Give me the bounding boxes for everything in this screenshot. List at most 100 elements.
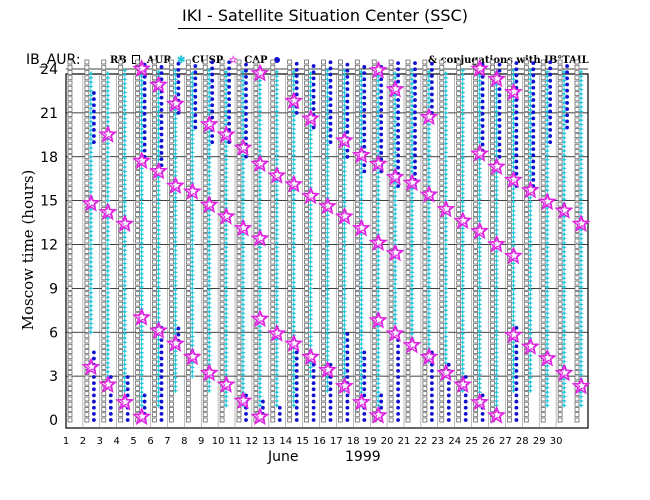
aur-marker <box>321 343 326 349</box>
aur-marker <box>202 191 208 196</box>
cusp-marker <box>155 297 162 303</box>
cusp-marker <box>105 254 111 261</box>
cusp-marker <box>257 192 263 198</box>
aur-marker <box>202 143 208 149</box>
x-tick-label: 29 <box>533 436 546 447</box>
aur-marker <box>101 359 107 365</box>
cap-marker <box>294 86 299 91</box>
aur-marker <box>118 243 124 249</box>
aur-marker <box>219 70 225 75</box>
cap-marker <box>362 411 367 416</box>
cap-marker <box>159 350 164 355</box>
cusp-marker <box>375 275 381 281</box>
cusp-marker <box>324 181 331 188</box>
cap-marker <box>396 116 400 121</box>
aur-marker <box>270 101 276 107</box>
cusp-marker <box>443 127 449 134</box>
conjugation-marker-inner <box>186 183 201 197</box>
aur-marker <box>371 401 377 407</box>
cusp-marker <box>206 326 212 333</box>
aur-marker <box>388 365 394 370</box>
aur-marker <box>202 312 208 318</box>
cusp-marker <box>409 168 415 175</box>
cusp-marker <box>105 342 111 349</box>
aur-marker <box>202 307 208 312</box>
aur-marker <box>371 117 377 123</box>
cusp-marker <box>172 173 179 179</box>
conjugation-marker-inner <box>135 60 150 74</box>
cusp-marker <box>257 371 263 378</box>
cusp-marker <box>172 300 179 306</box>
aur-marker <box>135 212 140 218</box>
cusp-marker <box>206 181 212 188</box>
cap-marker <box>379 77 384 82</box>
x-tick-label: 25 <box>465 436 478 447</box>
cusp-marker <box>257 218 263 224</box>
cusp-marker <box>392 118 398 125</box>
cusp-marker <box>443 96 449 103</box>
cap-marker <box>480 142 485 147</box>
cusp-marker <box>307 263 314 270</box>
cusp-marker <box>324 151 331 157</box>
cusp-marker <box>527 124 534 131</box>
cusp-marker <box>392 158 398 164</box>
cusp-marker <box>324 89 331 96</box>
cusp-marker <box>155 332 162 338</box>
cusp-marker <box>358 187 365 194</box>
cusp-marker <box>307 132 314 138</box>
aur-marker <box>67 191 73 196</box>
conjugation-marker-inner <box>304 348 319 363</box>
cusp-marker <box>189 206 196 213</box>
cap-marker <box>328 103 333 108</box>
aur-marker <box>304 175 309 181</box>
aur-marker <box>388 59 394 65</box>
aur-marker <box>540 191 546 196</box>
cusp-marker <box>392 70 398 77</box>
aur-marker <box>338 128 343 133</box>
cap-marker <box>413 61 417 66</box>
cusp-marker <box>105 290 111 296</box>
cusp-marker <box>544 297 550 303</box>
cusp-marker <box>510 313 517 319</box>
aur-marker <box>557 280 563 286</box>
aur-marker <box>439 133 445 139</box>
aur-marker <box>101 301 107 307</box>
cusp-marker <box>426 130 432 137</box>
cusp-marker <box>307 250 314 257</box>
cusp-marker <box>341 348 348 355</box>
cap-marker <box>227 91 232 95</box>
cap-marker <box>328 140 333 145</box>
cap-marker <box>362 138 367 143</box>
aur-marker <box>523 322 529 328</box>
cusp-marker <box>358 249 365 255</box>
cusp-marker <box>257 341 263 347</box>
cap-marker <box>480 136 485 141</box>
aur-marker <box>202 222 208 228</box>
aur-marker <box>67 307 73 312</box>
aur-marker <box>405 322 411 328</box>
cusp-marker <box>155 235 162 242</box>
aur-marker <box>405 107 411 112</box>
cusp-marker <box>544 174 550 180</box>
cusp-marker <box>257 336 263 343</box>
cap-marker <box>345 332 350 336</box>
aur-marker <box>456 401 462 407</box>
cap-marker <box>108 411 113 416</box>
cusp-marker <box>561 301 567 308</box>
aur-marker <box>405 101 411 107</box>
aur-marker <box>439 254 445 260</box>
aur-marker <box>490 349 495 354</box>
cusp-marker <box>510 212 517 218</box>
aur-marker <box>371 359 377 365</box>
aur-marker <box>169 91 174 96</box>
aur-marker <box>388 412 394 418</box>
cusp-marker <box>240 266 246 273</box>
cusp-marker <box>375 279 381 286</box>
aur-marker <box>490 365 495 370</box>
cusp-marker <box>138 108 145 115</box>
cusp-marker <box>375 385 381 391</box>
cap-marker <box>159 144 164 149</box>
aur-marker <box>67 396 73 402</box>
cusp-marker <box>155 183 162 189</box>
